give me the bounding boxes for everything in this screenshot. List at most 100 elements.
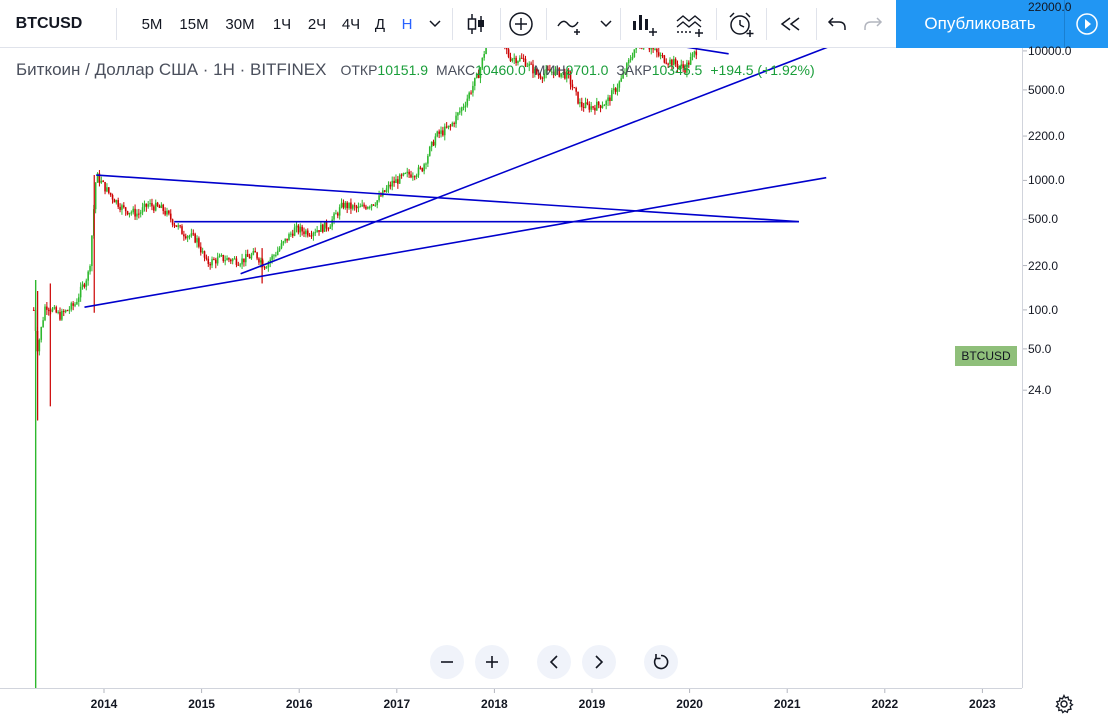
candle-body bbox=[81, 284, 84, 287]
candle-body bbox=[119, 206, 121, 210]
candle-body bbox=[537, 73, 540, 76]
candle-body bbox=[323, 222, 326, 232]
pattern-add-icon bbox=[676, 15, 703, 37]
time-axis-label: 2015 bbox=[188, 697, 215, 711]
zoom-out-button[interactable] bbox=[430, 645, 464, 679]
candle-body bbox=[108, 187, 110, 193]
candle-body bbox=[663, 55, 666, 63]
price-chart[interactable] bbox=[0, 48, 1108, 723]
price-axis-label: 100.0 bbox=[1028, 302, 1059, 317]
candle-body bbox=[440, 130, 442, 134]
interval-5m-button[interactable]: 5M bbox=[141, 15, 163, 33]
candle-body bbox=[124, 207, 127, 212]
candle-body bbox=[528, 63, 531, 67]
interval-week-button[interactable]: Н bbox=[401, 15, 413, 33]
chart-settings-button[interactable] bbox=[1052, 692, 1076, 716]
reset-chart-button[interactable] bbox=[644, 645, 678, 679]
publish-button[interactable]: Опубликовать bbox=[896, 0, 1064, 48]
undo-button[interactable] bbox=[820, 0, 854, 48]
candle-body bbox=[117, 200, 119, 207]
compare-button[interactable] bbox=[504, 0, 538, 48]
candle-body bbox=[121, 205, 123, 210]
chart-pane[interactable] bbox=[0, 48, 1108, 723]
candle-body bbox=[66, 310, 69, 312]
candle-body bbox=[599, 105, 602, 108]
candle-body bbox=[562, 72, 564, 74]
candle-body bbox=[575, 87, 577, 92]
alert-button[interactable] bbox=[722, 0, 760, 48]
zoom-in-button[interactable] bbox=[475, 645, 509, 679]
candle-body bbox=[111, 195, 114, 200]
candle-body bbox=[241, 258, 243, 265]
candle-body bbox=[94, 182, 97, 210]
candle-body bbox=[57, 311, 59, 313]
time-axis-border bbox=[0, 688, 1022, 689]
indicators-dropdown-button[interactable] bbox=[596, 0, 616, 48]
interval-dropdown-button[interactable] bbox=[424, 0, 446, 48]
gear-icon bbox=[1055, 694, 1074, 714]
candle-body bbox=[522, 58, 525, 60]
scroll-right-button[interactable] bbox=[582, 645, 616, 679]
redo-button[interactable] bbox=[856, 0, 890, 48]
candle-body bbox=[106, 187, 108, 192]
candle-body bbox=[515, 57, 517, 63]
candle-body bbox=[250, 254, 253, 259]
price-axis-label: 22000.0 bbox=[1028, 0, 1072, 14]
indicators-button[interactable] bbox=[554, 0, 588, 48]
candle-body bbox=[91, 235, 93, 267]
candle-body bbox=[661, 55, 664, 57]
templates-button[interactable] bbox=[672, 0, 708, 48]
candle-body bbox=[427, 155, 429, 164]
candle-body bbox=[87, 271, 89, 281]
candle-body bbox=[378, 195, 380, 201]
candle-body bbox=[335, 213, 337, 215]
candle-body bbox=[100, 180, 103, 183]
candle-body bbox=[398, 174, 401, 184]
candle-body bbox=[271, 255, 273, 260]
interval-30m-button[interactable]: 30M bbox=[225, 15, 255, 33]
interval-15m-button[interactable]: 15M bbox=[179, 15, 209, 33]
candle-body bbox=[321, 224, 324, 232]
scroll-left-button[interactable] bbox=[537, 645, 571, 679]
trendline bbox=[84, 176, 827, 308]
candle-body bbox=[656, 48, 658, 53]
candle-body bbox=[184, 236, 187, 239]
price-axis-label: 10000.0 bbox=[1028, 43, 1072, 58]
interval-4h-button[interactable]: 4Ч bbox=[341, 15, 361, 33]
legend-open-value: 10151.9 bbox=[377, 62, 429, 78]
candle-body bbox=[325, 222, 328, 229]
time-axis-label: 2022 bbox=[871, 697, 899, 711]
legend-title: Биткоин / Доллар США · 1Н · BITFINEX bbox=[16, 60, 327, 79]
price-axis-label: 50.0 bbox=[1028, 341, 1052, 356]
candle-body bbox=[188, 235, 191, 237]
candle-body bbox=[687, 62, 690, 65]
replay-button[interactable] bbox=[772, 0, 810, 48]
candle-body bbox=[395, 179, 397, 183]
candle-body bbox=[564, 72, 566, 79]
candle-body bbox=[571, 84, 574, 88]
candle-body bbox=[203, 251, 206, 258]
candle-body bbox=[400, 174, 403, 176]
symbol-search-button[interactable]: BTCUSD bbox=[6, 0, 92, 48]
interval-1h-button[interactable]: 1Ч bbox=[272, 15, 292, 33]
interval-day-button[interactable]: Д bbox=[374, 15, 386, 33]
candle-body bbox=[402, 173, 405, 176]
candle-body bbox=[524, 58, 527, 67]
candle-body bbox=[547, 69, 549, 71]
candle-body bbox=[194, 233, 196, 243]
time-axis-label: 2020 bbox=[676, 697, 703, 711]
play-button[interactable] bbox=[1064, 0, 1108, 48]
toolbar-divider bbox=[716, 8, 717, 40]
candle-body bbox=[631, 56, 634, 60]
interval-2h-button[interactable]: 2Ч bbox=[307, 15, 327, 33]
chart-type-button[interactable] bbox=[458, 0, 494, 48]
candle-body bbox=[192, 233, 195, 235]
financials-button[interactable] bbox=[626, 0, 662, 48]
candle-body bbox=[622, 73, 624, 79]
candle-body bbox=[423, 164, 425, 172]
candle-body bbox=[55, 307, 58, 313]
candle-body bbox=[331, 219, 333, 227]
candle-body bbox=[684, 67, 686, 73]
symbol-label: BTCUSD bbox=[15, 15, 83, 32]
candle-body bbox=[457, 112, 459, 116]
